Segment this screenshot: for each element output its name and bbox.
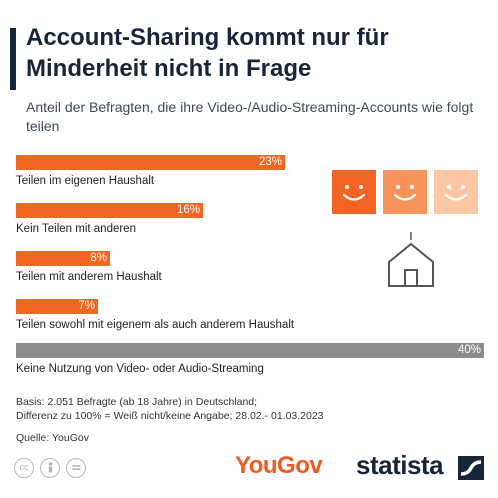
yougov-logo: YouGov	[235, 452, 323, 479]
bar-value-label: 7%	[78, 300, 95, 312]
category-label: Kein Teilen mit anderen	[16, 223, 136, 235]
footnote-line: Basis: 2.051 Befragte (ab 18 Jahre) in D…	[16, 396, 258, 408]
bar	[16, 155, 285, 170]
cc-icon[interactable]: cc	[14, 458, 34, 478]
smiley-face-icon	[383, 170, 427, 214]
chart-subtitle: Anteil der Befragten, die ihre Video-/Au…	[26, 99, 474, 134]
title-accent-bar	[10, 28, 16, 90]
bar	[16, 299, 98, 314]
category-label: Keine Nutzung von Video- oder Audio-Stre…	[16, 363, 264, 375]
bar-value-label: 8%	[90, 252, 107, 264]
house-icon	[388, 232, 434, 287]
category-label: Teilen mit anderem Haushalt	[16, 271, 162, 283]
chart-footnote: Basis: 2.051 Befragte (ab 18 Jahre) in D…	[16, 395, 486, 423]
statista-mark-icon	[458, 456, 484, 480]
bar-value-label: 23%	[258, 156, 282, 168]
bar	[16, 343, 484, 358]
equals-icon[interactable]	[66, 458, 86, 478]
smiley-face-icon	[332, 170, 376, 214]
bar	[16, 251, 110, 266]
bar-value-label: 16%	[176, 204, 200, 216]
source-note: Quelle: YouGov	[16, 432, 89, 444]
statista-logo: statista	[356, 450, 444, 480]
person-icon[interactable]	[40, 458, 60, 478]
bar-chart: 23% Teilen im eigenen Haushalt 16% Kein Tei…	[16, 155, 484, 385]
chart-title: Account-Sharing kommt nur für Minderheit…	[26, 24, 389, 82]
license-icons: cc	[14, 458, 104, 480]
bar	[16, 203, 203, 218]
category-label: Teilen sowohl mit eigenem als auch ander…	[16, 319, 295, 331]
sharing-illustration	[332, 170, 478, 290]
category-label: Teilen im eigenen Haushalt	[16, 175, 155, 187]
footnote-line: Differenz zu 100% = Weiß nicht/keine Ang…	[16, 410, 324, 422]
smiley-face-icon	[434, 170, 478, 214]
bar-value-label: 40%	[457, 344, 481, 356]
